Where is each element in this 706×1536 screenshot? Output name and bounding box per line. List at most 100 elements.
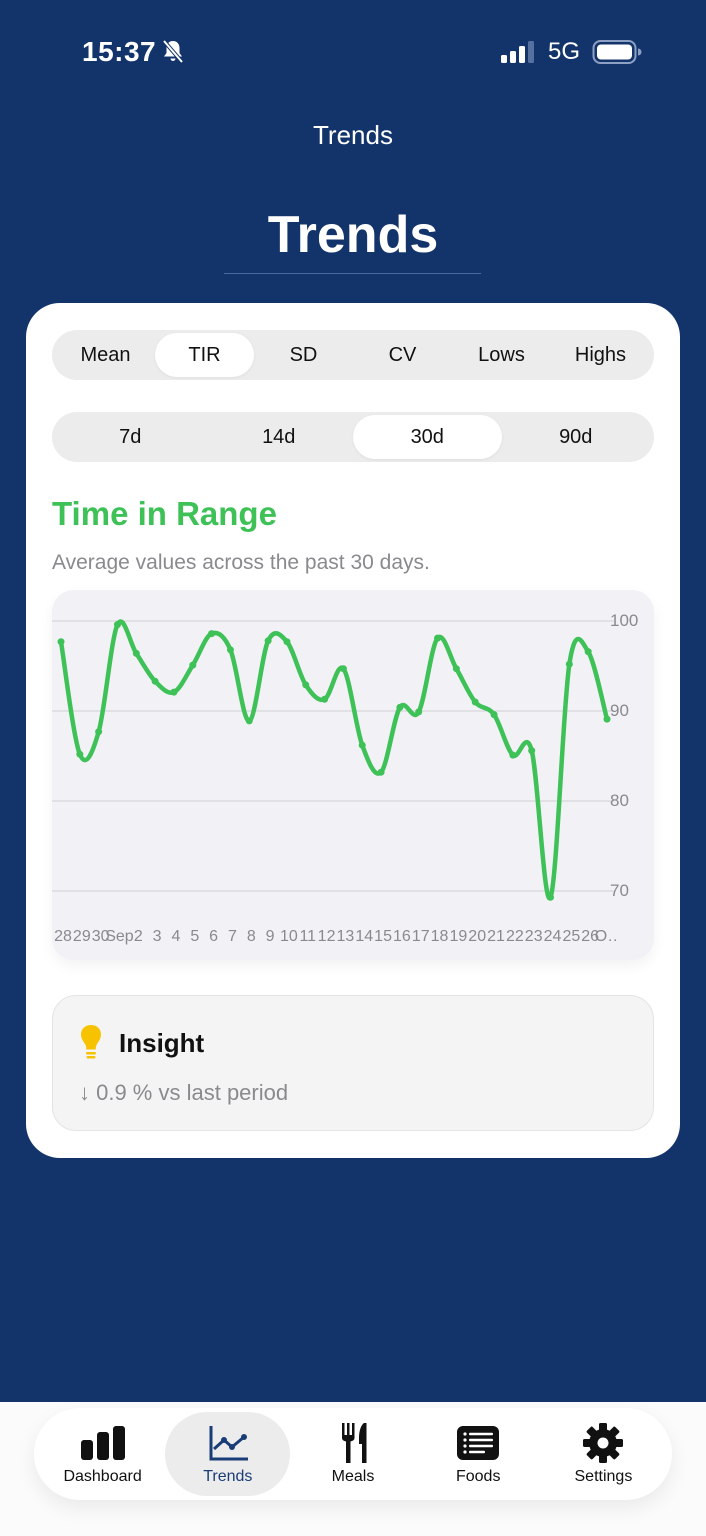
x-tick-label: 25 xyxy=(562,928,581,945)
data-point[interactable] xyxy=(471,698,479,706)
x-tick-label: 22 xyxy=(505,928,524,945)
lightbulb-icon xyxy=(81,1025,101,1059)
x-tick-label: 24 xyxy=(543,928,562,945)
x-tick-label: 13 xyxy=(336,928,355,945)
x-tick-label: 29 xyxy=(72,928,91,945)
x-tick-label: 16 xyxy=(392,928,411,945)
tab-dashboard[interactable]: Dashboard xyxy=(40,1412,165,1496)
tab-foods[interactable]: Foods xyxy=(416,1412,541,1496)
x-tick-label: 21 xyxy=(487,928,505,945)
data-point[interactable] xyxy=(565,660,573,668)
data-point[interactable] xyxy=(339,665,347,673)
data-point[interactable] xyxy=(245,717,253,725)
chart-plot xyxy=(52,619,614,901)
gear-icon xyxy=(583,1423,624,1463)
network-type: 5G xyxy=(548,38,581,65)
x-tick-label: 3 xyxy=(152,928,162,945)
range-tab-30d[interactable]: 30d xyxy=(353,415,502,459)
range-tab-7d[interactable]: 7d xyxy=(119,425,142,448)
nav-title: Trends xyxy=(313,120,393,150)
tab-label-meals: Meals xyxy=(331,1468,375,1485)
tab-trends[interactable]: Trends xyxy=(165,1412,291,1496)
x-tick-label: 15 xyxy=(374,928,392,945)
list-icon xyxy=(457,1426,500,1460)
data-point[interactable] xyxy=(283,638,291,646)
x-tick-label: 12 xyxy=(317,928,336,945)
data-point[interactable] xyxy=(434,634,442,642)
bell-slash-icon xyxy=(162,39,184,64)
data-point[interactable] xyxy=(95,728,103,736)
data-point[interactable] xyxy=(528,747,536,755)
bar-chart-icon xyxy=(80,1426,125,1460)
x-tick-label: 2 xyxy=(133,928,143,945)
range-tab-14d[interactable]: 14d xyxy=(262,425,296,448)
data-point[interactable] xyxy=(189,661,197,669)
bottom-tab-bar: Dashboard Trends Meals xyxy=(34,1408,672,1500)
tab-label-dashboard: Dashboard xyxy=(63,1468,142,1485)
data-point[interactable] xyxy=(208,630,216,638)
data-point[interactable] xyxy=(226,646,234,654)
x-tick-label: 5 xyxy=(190,928,200,945)
trends-card: Mean TIR SD CV Lows Highs 7d 14d 30d 90d… xyxy=(26,303,680,1158)
y-tick-label: 100 xyxy=(610,611,639,630)
x-tick-label: 14 xyxy=(355,928,374,945)
data-point[interactable] xyxy=(132,649,140,657)
data-point[interactable] xyxy=(76,750,84,758)
x-tick-label: 26 xyxy=(581,928,600,945)
data-point[interactable] xyxy=(264,637,272,645)
y-tick-label: 90 xyxy=(610,701,629,720)
tir-line-chart[interactable]: 100 90 80 70 28 29 30 Sep 2 3 4 5 6 7 8 9 10 11 12 13 14 15 1… xyxy=(52,590,654,960)
y-tick-label: 70 xyxy=(610,881,629,900)
insight-delta-text: ↓ 0.9 % vs last period xyxy=(79,1080,289,1105)
range-selector: 7d 14d 30d 90d xyxy=(52,412,654,462)
x-tick-label: 7 xyxy=(227,928,237,945)
data-point[interactable] xyxy=(113,621,121,629)
data-point[interactable] xyxy=(302,681,310,689)
range-tab-90d[interactable]: 90d xyxy=(559,425,593,448)
x-tick-label: 30 xyxy=(91,928,110,945)
x-tick-label: O… xyxy=(594,928,618,945)
data-point[interactable] xyxy=(415,708,423,716)
x-tick-label: 17 xyxy=(411,928,430,945)
tab-meals[interactable]: Meals xyxy=(290,1412,415,1496)
metric-tab-cv[interactable]: CV xyxy=(388,343,417,366)
x-tick-label: 9 xyxy=(265,928,275,945)
metric-tab-sd[interactable]: SD xyxy=(289,343,318,366)
x-tick-label: 8 xyxy=(246,928,256,945)
data-point[interactable] xyxy=(170,688,178,696)
x-axis: 28 29 30 Sep 2 3 4 5 6 7 8 9 10 11 12 13 14 15 16 17 18 19 20 2… xyxy=(52,928,618,950)
metric-tab-tir[interactable]: TIR xyxy=(155,333,254,377)
data-point[interactable] xyxy=(377,768,385,776)
metric-tab-highs[interactable]: Highs xyxy=(574,343,627,366)
fork-knife-icon xyxy=(342,1423,367,1463)
data-point[interactable] xyxy=(603,715,611,723)
data-point[interactable] xyxy=(151,677,159,685)
data-point[interactable] xyxy=(509,751,517,759)
data-point[interactable] xyxy=(396,703,404,711)
data-point[interactable] xyxy=(321,695,329,703)
data-point[interactable] xyxy=(358,741,366,749)
line-chart-icon xyxy=(209,1426,248,1461)
x-tick-label: 19 xyxy=(449,928,468,945)
data-point[interactable] xyxy=(490,711,498,719)
x-tick-label: 10 xyxy=(280,928,298,945)
data-point[interactable] xyxy=(452,665,460,673)
insight-card: Insight ↓ 0.9 % vs last period xyxy=(52,995,654,1131)
x-tick-label: 28 xyxy=(54,928,72,945)
metric-selector: Mean TIR SD CV Lows Highs xyxy=(52,330,654,380)
data-point[interactable] xyxy=(57,638,65,646)
tab-label-foods: Foods xyxy=(455,1468,501,1485)
x-tick-label: 20 xyxy=(468,928,487,945)
metric-title: Time in Range xyxy=(52,495,277,532)
metric-tab-mean[interactable]: Mean xyxy=(80,343,131,366)
data-point[interactable] xyxy=(584,648,592,656)
status-time: 15:37 xyxy=(82,36,157,67)
tab-label-settings: Settings xyxy=(574,1468,633,1485)
data-point[interactable] xyxy=(547,893,555,901)
title-divider xyxy=(224,273,481,274)
tab-settings[interactable]: Settings xyxy=(541,1412,666,1496)
metric-tab-lows[interactable]: Lows xyxy=(478,343,525,366)
tab-label-trends: Trends xyxy=(203,1468,253,1485)
tir-series-line xyxy=(58,619,610,901)
x-tick-label: 6 xyxy=(209,928,219,945)
